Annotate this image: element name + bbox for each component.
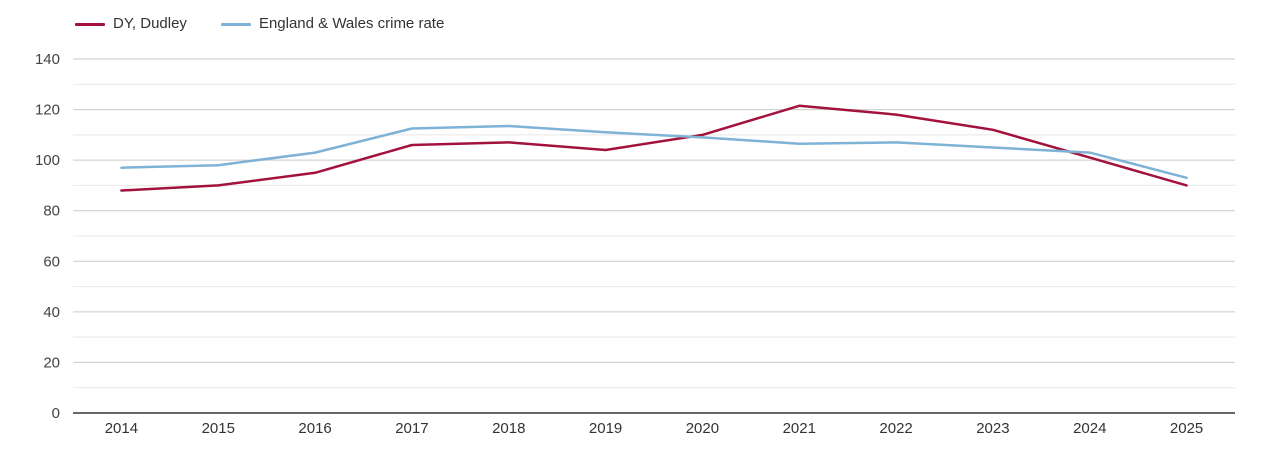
chart-legend: DY, Dudley England & Wales crime rate: [75, 14, 478, 34]
series-line-0: [120, 104, 1188, 192]
legend-label-dy-dudley: DY, Dudley: [113, 15, 187, 32]
series-line-1: [120, 124, 1188, 180]
legend-line-swatch-england-wales: [220, 22, 251, 26]
y-axis-tick-label: 20: [43, 354, 60, 371]
legend-item-england-wales[interactable]: England & Wales crime rate: [220, 14, 445, 34]
x-axis-tick-label: 2014: [105, 420, 138, 437]
y-axis-tick-label: 40: [43, 304, 60, 321]
legend-item-dy-dudley[interactable]: DY, Dudley: [75, 14, 187, 34]
x-axis-tick-label: 2016: [298, 420, 331, 437]
y-axis-tick-label: 60: [43, 253, 60, 270]
y-axis-tick-label: 100: [35, 152, 60, 169]
x-axis-tick-label: 2025: [1170, 420, 1203, 437]
x-axis-tick-label: 2020: [686, 420, 719, 437]
legend-line-swatch-dy-dudley: [75, 22, 105, 26]
x-axis-tick-label: 2024: [1073, 420, 1106, 437]
x-axis-tick-label: 2019: [589, 420, 622, 437]
y-axis-tick-label: 80: [43, 203, 60, 220]
x-axis-tick-label: 2015: [202, 420, 235, 437]
y-axis-tick-label: 0: [52, 405, 60, 422]
x-axis-tick-label: 2017: [395, 420, 428, 437]
x-axis-tick-label: 2021: [783, 420, 816, 437]
legend-label-england-wales: England & Wales crime rate: [258, 15, 445, 32]
y-axis-tick-label: 140: [35, 51, 60, 68]
y-axis-tick-label: 120: [35, 102, 60, 119]
x-axis-tick-label: 2018: [492, 420, 525, 437]
x-axis-tick-label: 2022: [879, 420, 912, 437]
x-axis-tick-label: 2023: [976, 420, 1009, 437]
